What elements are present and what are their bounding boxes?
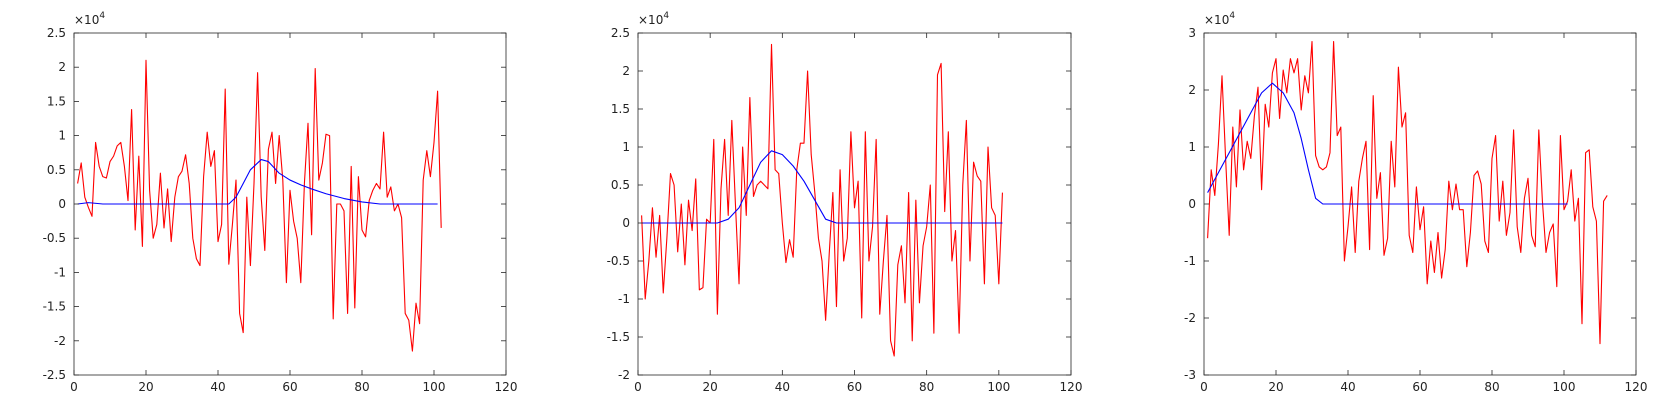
y-tick-label: -2.5 — [43, 368, 66, 382]
y-tick-label: 0 — [1188, 197, 1196, 211]
y-tick-label: 3 — [1188, 26, 1196, 40]
y-exponent-base: ×10 — [1204, 13, 1229, 27]
chart-panel-1: 0 20 40 60 80 100 120 -2.5 -2 -1.5 -1 -0.5 0 0.5 1 1.5 2… — [43, 11, 518, 394]
y-tick-label: -1 — [618, 292, 630, 306]
chart-panel-2: 0 20 40 60 80 100 120 -2 -1.5 -1 -0.5 0 0.5 1 1.5 2 2.5 ×… — [607, 11, 1083, 394]
y-tick-label: 2.5 — [47, 26, 66, 40]
x-tick-label: 0 — [634, 380, 642, 394]
blue-series-line — [77, 158, 438, 205]
x-tick-label: 120 — [1060, 380, 1083, 394]
y-tick-label: 1 — [58, 129, 66, 143]
y-tick-label: -1 — [1184, 254, 1196, 268]
x-tick-label: 120 — [495, 380, 518, 394]
y-tick-label: 2 — [1188, 83, 1196, 97]
x-tick-label: 100 — [987, 380, 1010, 394]
blue-series-line — [1207, 82, 1568, 205]
y-tick-label: -1 — [54, 265, 66, 279]
series-group — [77, 59, 442, 352]
y-tick-label: -0.5 — [43, 231, 66, 245]
x-tick-label: 80 — [919, 380, 934, 394]
y-exponent-base: ×10 — [638, 13, 663, 27]
x-tick-label: 40 — [1340, 380, 1355, 394]
chart-panel-3: 0 20 40 60 80 100 120 -3 -2 -1 0 1 2 3 ×104 — [1184, 11, 1647, 394]
y-tick-label: -2 — [618, 368, 630, 382]
y-tick-label: -3 — [1184, 368, 1196, 382]
x-tick-label: 120 — [1625, 380, 1648, 394]
y-exponent-base: ×10 — [74, 13, 99, 27]
x-tick-label: 80 — [354, 380, 369, 394]
y-tick-label: -0.5 — [607, 254, 630, 268]
y-exponent-label: ×104 — [638, 11, 669, 27]
x-tick-label: 40 — [775, 380, 790, 394]
y-tick-label: 2 — [622, 64, 630, 78]
y-tick-label: 0 — [58, 197, 66, 211]
y-exponent-label: ×104 — [1204, 11, 1235, 27]
series-group — [1207, 41, 1608, 345]
y-tick-label: 2 — [58, 60, 66, 74]
x-tick-label: 20 — [703, 380, 718, 394]
x-tick-label: 0 — [70, 380, 78, 394]
x-tick-label: 60 — [1412, 380, 1427, 394]
y-tick-label: 1 — [622, 140, 630, 154]
x-tick-label: 100 — [1553, 380, 1576, 394]
x-tick-label: 80 — [1484, 380, 1499, 394]
red-series-line — [77, 59, 442, 352]
x-tick-label: 20 — [1268, 380, 1283, 394]
y-tick-label: -1.5 — [607, 330, 630, 344]
y-exponent-label: ×104 — [74, 11, 105, 27]
red-series-line — [641, 43, 1003, 357]
x-tick-label: 100 — [423, 380, 446, 394]
y-tick-label: 1.5 — [611, 102, 630, 116]
y-tick-label: 1 — [1188, 140, 1196, 154]
y-tick-label: 2.5 — [611, 26, 630, 40]
y-exponent-power: 4 — [663, 11, 669, 21]
y-exponent-power: 4 — [1229, 11, 1235, 21]
series-group — [641, 43, 1003, 357]
y-tick-label: 0 — [622, 216, 630, 230]
y-tick-label: -2 — [1184, 311, 1196, 325]
x-tick-label: 0 — [1200, 380, 1208, 394]
y-tick-label: 0.5 — [47, 163, 66, 177]
y-exponent-power: 4 — [99, 11, 105, 21]
x-tick-label: 40 — [210, 380, 225, 394]
y-tick-label: -1.5 — [43, 300, 66, 314]
y-tick-label: -2 — [54, 334, 66, 348]
x-tick-label: 60 — [847, 380, 862, 394]
x-tick-label: 20 — [138, 380, 153, 394]
x-tick-label: 60 — [282, 380, 297, 394]
y-tick-label: 0.5 — [611, 178, 630, 192]
blue-series-line — [641, 150, 1003, 224]
red-series-line — [1207, 41, 1608, 345]
y-tick-label: 1.5 — [47, 94, 66, 108]
